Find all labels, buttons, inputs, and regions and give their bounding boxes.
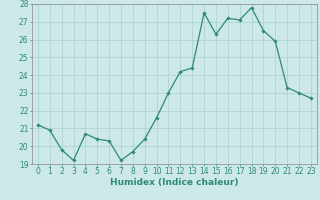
X-axis label: Humidex (Indice chaleur): Humidex (Indice chaleur) — [110, 178, 239, 187]
